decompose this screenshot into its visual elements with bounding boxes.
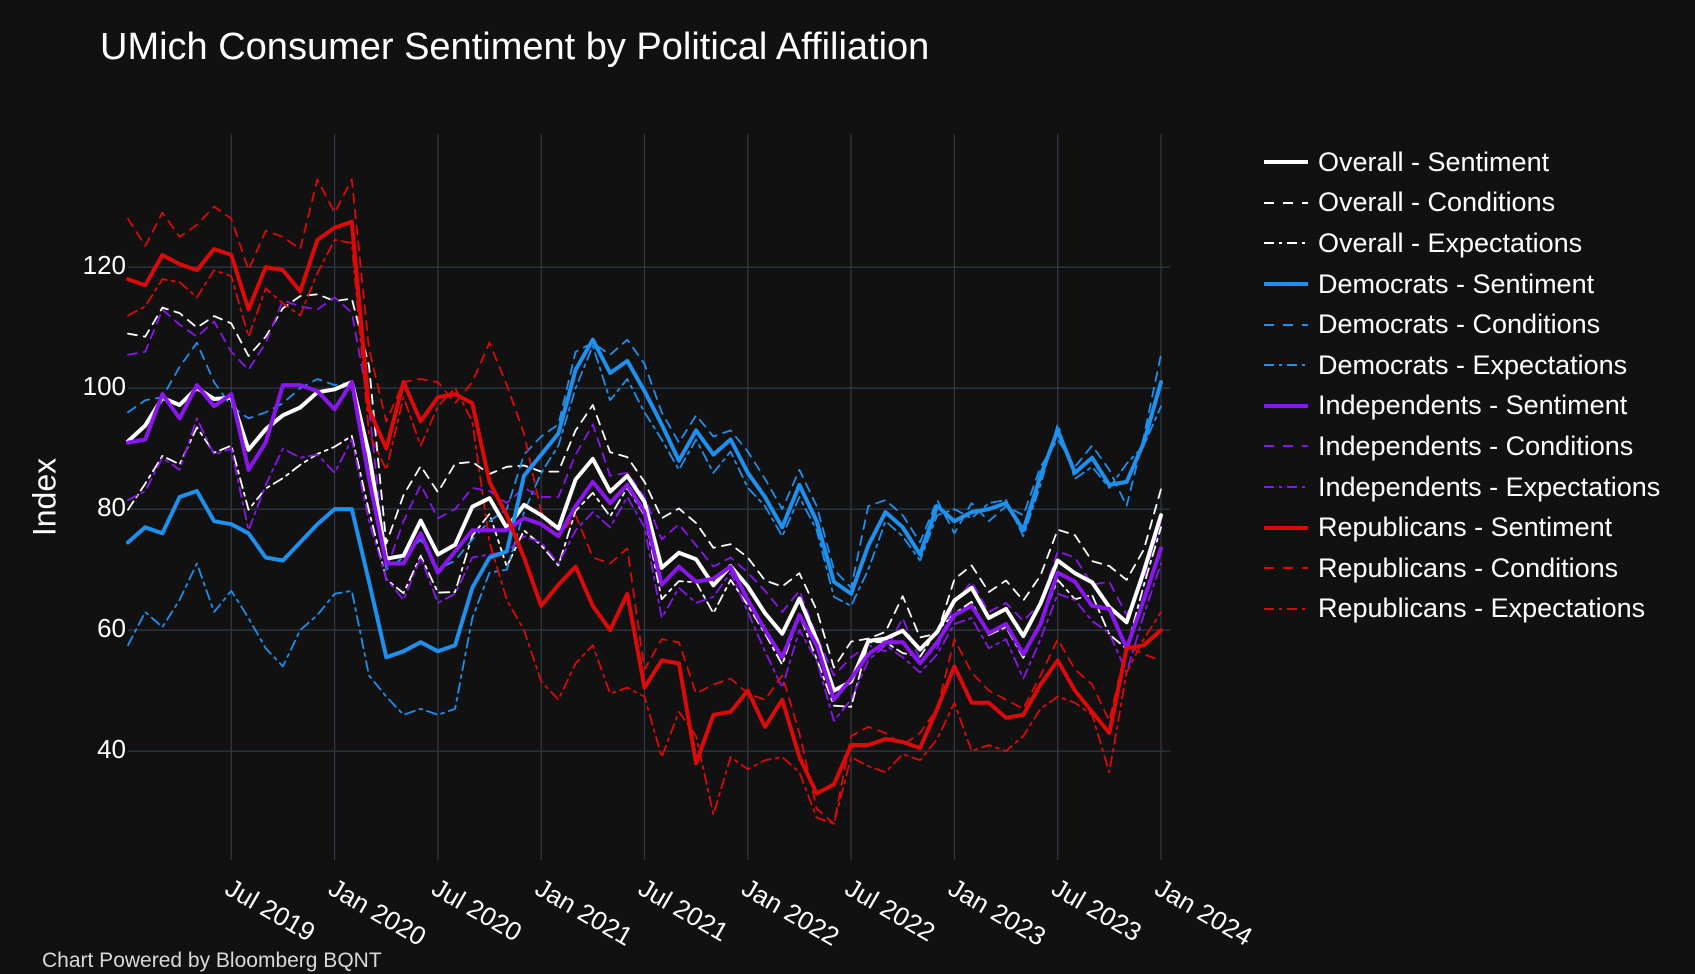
legend-label: Democrats - Sentiment [1318,268,1595,299]
x-tick-label: Jul 2019 [220,872,320,947]
chart-legend: Overall - Sentiment Overall - Conditions O… [1262,142,1660,629]
series-line-republicans-expectations [127,238,1162,825]
y-tick-label: 60 [97,613,126,643]
legend-label: Democrats - Expectations [1318,349,1628,380]
legend-item[interactable]: Democrats - Conditions [1262,304,1660,345]
legend-item[interactable]: Overall - Conditions [1262,183,1660,224]
series-line-democrats-conditions [127,338,1162,589]
legend-label: Independents - Expectations [1318,471,1661,502]
legend-label: Democrats - Conditions [1318,309,1601,340]
footer-credit: Chart Powered by Bloomberg BQNT [42,949,382,972]
legend-label: Overall - Sentiment [1318,146,1550,177]
legend-label: Overall - Expectations [1318,227,1583,258]
series-line-overall-sentiment [126,380,1163,693]
legend-label: Republicans - Sentiment [1318,512,1613,543]
legend-swatch [1264,525,1308,530]
y-tick-label: 40 [97,734,126,764]
legend-item[interactable]: Independents - Sentiment [1262,386,1660,427]
y-tick-label: 80 [97,492,126,522]
legend-swatch [1264,364,1308,367]
legend-swatch [1264,567,1308,570]
grid-layer [128,134,1170,860]
legend-item[interactable]: Republicans - Sentiment [1262,507,1660,548]
legend-swatch [1264,282,1308,287]
legend-item[interactable]: Democrats - Sentiment [1262,264,1660,305]
legend-swatch [1264,403,1308,408]
y-axis-label: Index [26,458,62,536]
legend-label: Republicans - Conditions [1318,552,1619,583]
legend-item[interactable]: Overall - Sentiment [1262,142,1660,183]
x-tick-label: Jan 2024 [1150,872,1258,951]
x-tick-label: Jul 2021 [634,872,734,947]
legend-swatch [1264,160,1308,165]
x-tick-label: Jul 2022 [840,872,940,947]
legend-swatch [1264,323,1308,326]
legend-item[interactable]: Independents - Conditions [1262,426,1660,467]
series-line-independents-sentiment [126,380,1163,702]
legend-item[interactable]: Democrats - Expectations [1262,345,1660,386]
legend-item[interactable]: Republicans - Conditions [1262,548,1660,589]
legend-swatch [1264,201,1308,204]
x-tick-label: Jul 2020 [427,872,527,947]
series-line-independents-expectations [127,417,1162,722]
series-line-democrats-sentiment [126,337,1163,660]
x-tick-label: Jan 2023 [943,872,1051,951]
x-tick-label: Jan 2020 [324,872,432,951]
y-tick-label: 100 [83,371,126,401]
series-line-independents-conditions [127,296,1162,677]
series-line-overall-conditions [127,293,1162,669]
legend-item[interactable]: Overall - Expectations [1262,223,1660,264]
legend-item[interactable]: Independents - Expectations [1262,467,1660,508]
legend-label: Republicans - Expectations [1318,593,1646,624]
legend-label: Independents - Sentiment [1318,390,1628,421]
x-tick-label: Jan 2021 [530,872,638,951]
series-layer [126,178,1163,825]
x-tick-label: Jul 2023 [1047,872,1147,947]
legend-swatch [1264,242,1308,245]
x-tick-label: Jan 2022 [737,872,845,951]
legend-label: Independents - Conditions [1318,430,1634,461]
legend-swatch [1264,607,1308,610]
legend-swatch [1264,486,1308,489]
series-line-republicans-conditions [127,178,1162,825]
legend-item[interactable]: Republicans - Expectations [1262,589,1660,630]
legend-swatch [1264,445,1308,448]
legend-label: Overall - Conditions [1318,187,1556,218]
chart-title: UMich Consumer Sentiment by Political Af… [100,26,930,68]
y-tick-label: 120 [83,250,126,280]
series-line-republicans-sentiment [126,219,1163,796]
